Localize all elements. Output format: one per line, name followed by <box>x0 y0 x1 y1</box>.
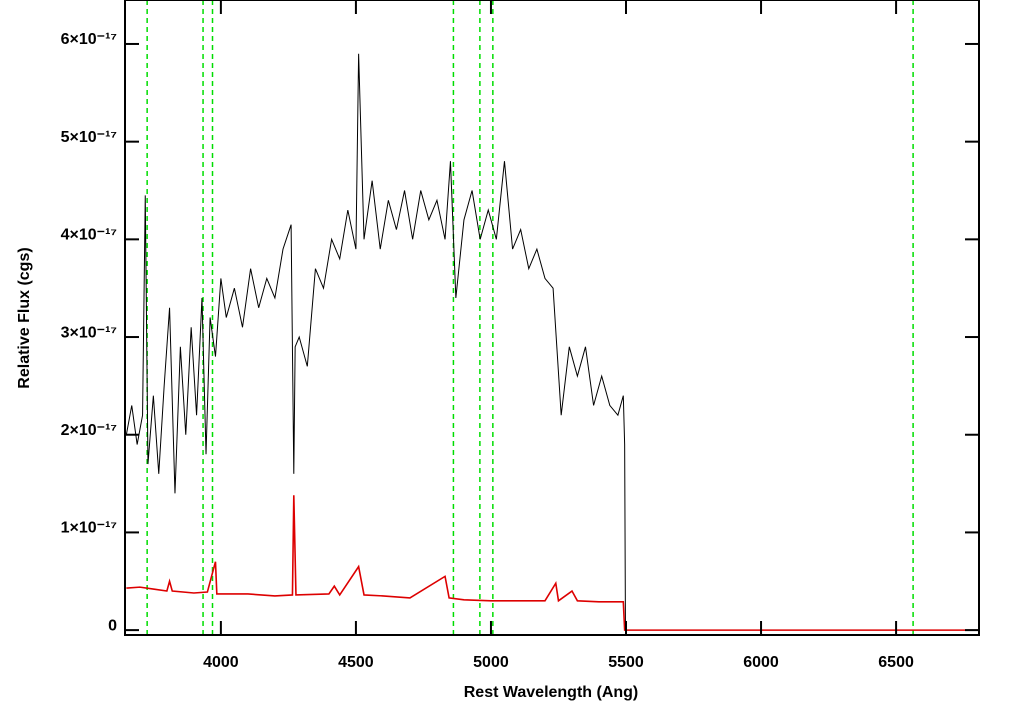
y-tick-label: 2×10⁻¹⁷ <box>61 422 117 439</box>
x-tick-label: 6500 <box>878 654 914 671</box>
y-axis-label: Relative Flux (cgs) <box>16 247 33 388</box>
x-tick-label: 5500 <box>608 654 644 671</box>
y-tick-label: 4×10⁻¹⁷ <box>61 227 117 244</box>
spectrum-line <box>125 53 626 631</box>
y-tick-label: 5×10⁻¹⁷ <box>61 129 117 146</box>
x-tick-label: 4500 <box>338 654 374 671</box>
y-tick-label: 1×10⁻¹⁷ <box>61 520 117 537</box>
spectrum-line <box>126 495 979 631</box>
x-tick-label: 4000 <box>203 654 239 671</box>
y-tick-label: 0 <box>108 617 117 634</box>
x-axis-label: Rest Wavelength (Ang) <box>464 684 639 701</box>
y-tick-label: 6×10⁻¹⁷ <box>61 31 117 48</box>
x-tick-label: 6000 <box>743 654 779 671</box>
x-tick-label: 5000 <box>473 654 509 671</box>
y-tick-label: 3×10⁻¹⁷ <box>61 324 117 341</box>
plot-area <box>125 0 979 635</box>
plot-frame <box>124 0 980 636</box>
